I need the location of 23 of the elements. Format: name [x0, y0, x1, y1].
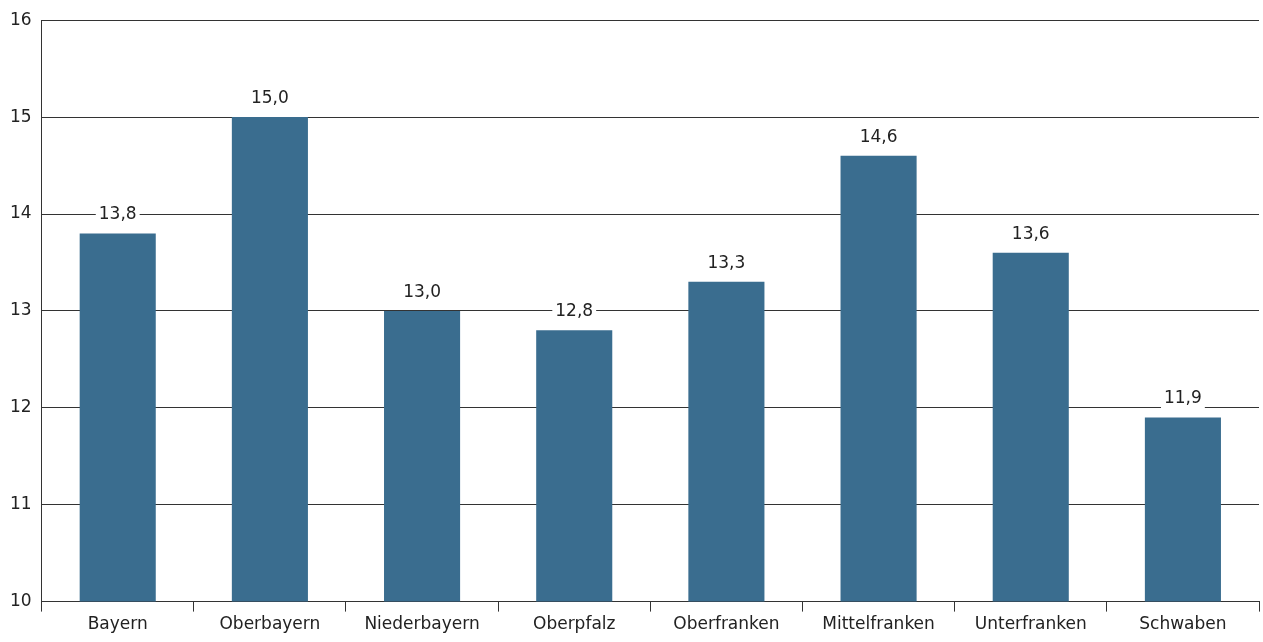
data-label: 13,0 — [403, 280, 441, 301]
y-tick-label: 14 — [9, 202, 32, 223]
data-label: 13,6 — [1011, 222, 1050, 243]
data-label: 13,3 — [707, 251, 746, 272]
y-tick-label: 15 — [9, 105, 32, 126]
x-tick-label: Oberfranken — [673, 613, 780, 634]
data-label: 12,8 — [555, 300, 594, 321]
data-label: 15,0 — [250, 87, 289, 108]
y-tick-label: 12 — [9, 396, 32, 417]
y-tick-label: 11 — [9, 493, 32, 514]
x-tick-label: Niederbayern — [364, 613, 480, 634]
data-label: 13,8 — [98, 203, 137, 224]
y-tick-label: 13 — [9, 299, 32, 320]
x-tick-label: Schwaben — [1139, 613, 1227, 634]
x-tick-label: Oberbayern — [219, 613, 321, 634]
x-tick-label: Bayern — [87, 613, 148, 634]
data-label: 14,6 — [859, 125, 898, 146]
data-label: 11,9 — [1163, 387, 1202, 408]
y-tick-label: 10 — [9, 590, 32, 611]
x-tick-label: Oberpfalz — [533, 613, 616, 634]
x-tick-label: Mittelfranken — [822, 613, 935, 634]
x-tick-label: Unterfranken — [974, 613, 1087, 634]
y-tick-label: 16 — [9, 8, 32, 29]
